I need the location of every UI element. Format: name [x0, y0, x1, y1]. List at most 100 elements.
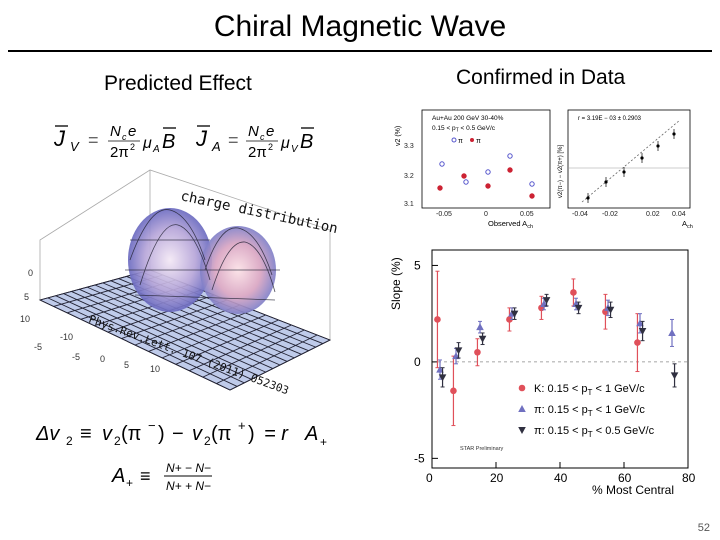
svg-text:= r: = r — [264, 423, 289, 445]
x-tick-label: 0 — [426, 471, 433, 485]
legend: K: 0.15 < pT < 1 GeV/c π: 0.15 < pT < 1 G… — [518, 383, 655, 439]
svg-text:A: A — [211, 139, 221, 154]
svg-text:r = 3.19E − 03 ± 0.2903: r = 3.19E − 03 ± 0.2903 — [578, 116, 642, 122]
inset-point — [586, 196, 590, 200]
svg-text:+: + — [320, 435, 327, 449]
data-point — [454, 347, 463, 355]
data-point — [478, 335, 487, 343]
inset-point — [622, 170, 626, 174]
svg-text:-0.05: -0.05 — [436, 211, 452, 218]
svg-text:-10: -10 — [60, 332, 73, 342]
svg-text:2: 2 — [204, 434, 211, 448]
svg-text:3.3: 3.3 — [404, 143, 414, 150]
surface-grid-line — [175, 319, 279, 365]
svg-text:0.15 < pT < 0.5 GeV/c: 0.15 < pT < 0.5 GeV/c — [432, 125, 496, 134]
data-point — [474, 348, 481, 356]
svg-text:0: 0 — [28, 268, 33, 278]
data-point — [636, 319, 644, 327]
svg-text:2: 2 — [66, 434, 73, 448]
svg-text:v: v — [192, 423, 203, 445]
svg-text:0.04: 0.04 — [672, 211, 686, 218]
equation-a-plus: A + ≡ N+ − N− N+ + N− — [111, 461, 212, 493]
svg-text:2: 2 — [114, 434, 121, 448]
svg-text:v: v — [102, 423, 113, 445]
svg-text:−: − — [172, 423, 184, 445]
equation-ja: J A = N c e 2π 2 μ V B — [195, 123, 314, 161]
svg-text:c: c — [260, 132, 265, 142]
surface-axis-front-ticks: -10 -5 0 5 10 — [60, 332, 160, 374]
svg-text:B: B — [162, 131, 175, 153]
svg-text:π: π — [458, 138, 463, 145]
svg-text:μ: μ — [280, 135, 290, 152]
data-point — [452, 352, 460, 360]
inset-point — [507, 167, 513, 173]
legend-marker — [518, 384, 526, 392]
surface-grid-line — [161, 314, 266, 359]
y-tick-label: 5 — [414, 258, 421, 272]
svg-text:N+ − N−: N+ − N− — [166, 461, 211, 475]
data-point — [476, 323, 484, 331]
inset-point — [604, 180, 608, 184]
right-heading: Confirmed in Data — [456, 66, 626, 89]
surface-grid-line — [102, 282, 288, 362]
svg-text:V: V — [70, 139, 80, 154]
svg-text:): ) — [158, 423, 165, 445]
svg-text:5: 5 — [24, 292, 29, 302]
svg-text:B: B — [300, 131, 313, 153]
y-tick-label: 0 — [414, 355, 421, 369]
svg-text:Δv: Δv — [35, 423, 60, 445]
svg-text:10: 10 — [20, 314, 30, 324]
svg-text:2: 2 — [268, 142, 273, 152]
svg-text:e: e — [266, 123, 274, 140]
legend-marker — [518, 427, 526, 434]
svg-text:2π: 2π — [110, 144, 129, 161]
equation-delta-v2: Δv 2 ≡ v 2 (π − ) − v 2 (π + ) = r A + — [35, 418, 327, 449]
watermark: STAR Preliminary — [460, 446, 504, 452]
x-axis-label: % Most Central — [592, 483, 674, 497]
y-tick-label: -5 — [414, 451, 425, 465]
slope-vs-centrality-chart: Slope (%) % Most Central STAR Preliminar… — [389, 249, 696, 497]
inset-point — [529, 181, 535, 187]
surface-grid-line — [189, 324, 292, 372]
svg-text:e: e — [128, 123, 136, 140]
surface-grid-line — [202, 329, 305, 378]
svg-text:-0.04: -0.04 — [572, 211, 588, 218]
data-point — [570, 289, 577, 296]
svg-text:+: + — [126, 476, 133, 490]
svg-text:π: π — [476, 138, 481, 145]
data-point — [436, 365, 444, 373]
x-tick-label: 80 — [682, 471, 696, 485]
slide-title: Chiral Magnetic Wave — [213, 10, 507, 43]
svg-text:N+ + N−: N+ + N− — [166, 479, 211, 493]
svg-text:-5: -5 — [34, 342, 42, 352]
data-point — [668, 328, 676, 336]
surface-grid-line — [216, 334, 318, 384]
svg-text:0: 0 — [100, 354, 105, 364]
svg-text:c: c — [122, 132, 127, 142]
inset-point — [439, 161, 445, 167]
legend-label: π: 0.15 < pT < 0.5 GeV/c — [534, 425, 655, 439]
surface-grid-line — [148, 309, 254, 352]
svg-text:10: 10 — [150, 364, 160, 374]
legend-label: K: 0.15 < pT < 1 GeV/c — [534, 383, 645, 397]
inset-point — [485, 183, 491, 189]
inset-point — [437, 185, 443, 191]
svg-text:2π: 2π — [248, 144, 267, 161]
svg-text:-0.02: -0.02 — [602, 211, 618, 218]
svg-text:=: = — [88, 130, 99, 150]
data-point — [542, 297, 551, 305]
legend-label: π: 0.15 < pT < 1 GeV/c — [534, 404, 645, 418]
left-figure: J V = N c e 2π 2 μ A B J A = N c e 2π 2 … — [20, 123, 339, 493]
surface-mesh-lines — [125, 209, 280, 301]
x-tick-label: 60 — [618, 471, 632, 485]
top-insets: v2 (%) 3.3 3.2 3.1 Au+Au 200 GeV 30-40% … — [395, 109, 693, 230]
svg-text:A: A — [304, 423, 318, 445]
surface-grid-line — [229, 339, 331, 391]
svg-text:v2 (%): v2 (%) — [395, 126, 402, 146]
svg-text:-5: -5 — [72, 352, 80, 362]
surface-grid-line — [134, 304, 241, 346]
svg-text:J: J — [53, 126, 66, 151]
svg-text:(π: (π — [121, 423, 141, 445]
data-point — [450, 387, 457, 395]
data-point — [634, 339, 641, 346]
